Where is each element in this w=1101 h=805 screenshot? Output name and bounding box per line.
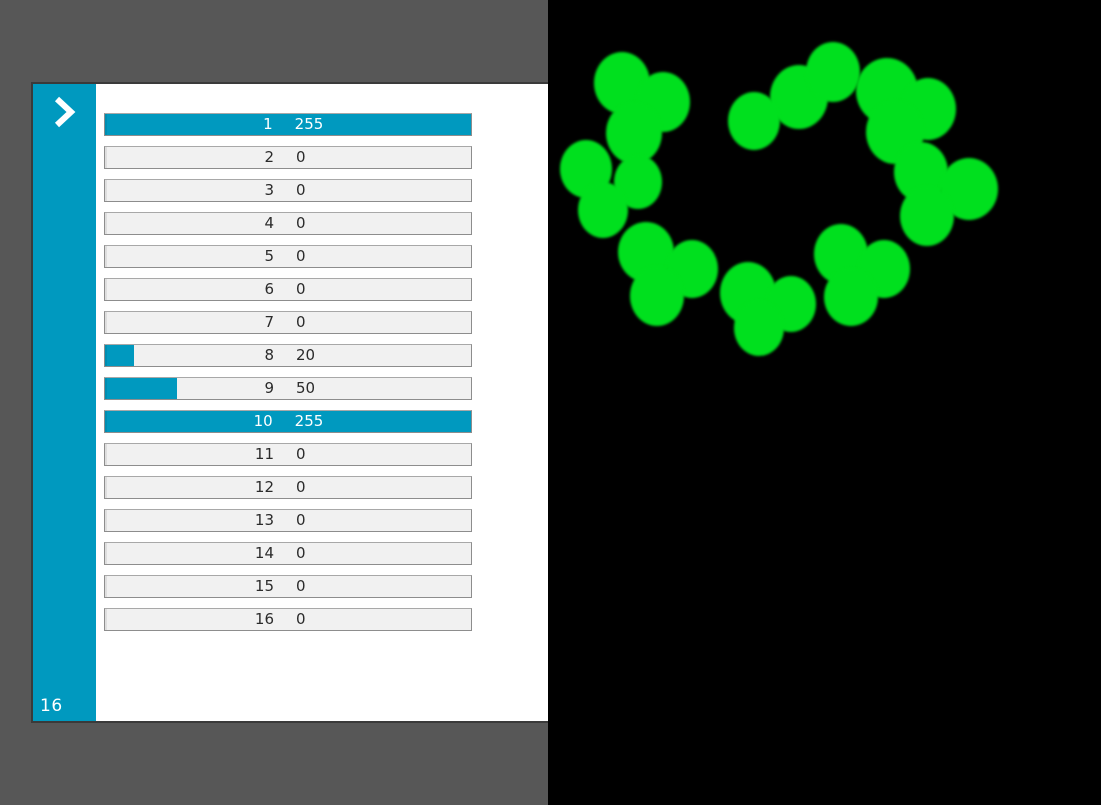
channel-value: 0 (296, 148, 306, 166)
channel-value: 0 (296, 610, 306, 628)
channel-index: 11 (254, 445, 274, 463)
channel-index: 1 (263, 115, 273, 133)
channel-index: 12 (254, 478, 274, 496)
channel-slider-row[interactable]: 11 0 (104, 443, 472, 466)
channel-index: 7 (264, 313, 274, 331)
panel-body: 1 255 2 0 3 0 4 0 5 0 6 0 7 0 8 20 9 50 10 255 11 0 12 0 13 0 14 0 1… (96, 84, 548, 721)
channel-count-label: 16 (40, 696, 63, 716)
channel-index: 4 (264, 214, 274, 232)
channel-value: 50 (296, 379, 316, 397)
channel-slider-row[interactable]: 8 20 (104, 344, 472, 367)
channel-index: 14 (254, 544, 274, 562)
channel-value: 0 (296, 214, 306, 232)
channel-slider-label: 11 0 (105, 444, 471, 465)
channel-index: 8 (264, 346, 274, 364)
channel-slider-label: 13 0 (105, 510, 471, 531)
channel-index: 3 (264, 181, 274, 199)
channel-slider-fill (105, 411, 471, 432)
channel-value: 255 (294, 412, 324, 430)
channel-slider-fill (105, 114, 471, 135)
channel-slider-row[interactable]: 12 0 (104, 476, 472, 499)
channel-value: 20 (296, 346, 316, 364)
channel-slider-label: 16 0 (105, 609, 471, 630)
particle-blob (824, 268, 878, 326)
channel-slider-label: 9 50 (105, 378, 471, 399)
channel-value: 0 (296, 478, 306, 496)
channel-slider-row[interactable]: 1 255 (104, 113, 472, 136)
channel-slider-row[interactable]: 15 0 (104, 575, 472, 598)
channel-index: 5 (264, 247, 274, 265)
channel-value: 0 (296, 544, 306, 562)
channel-index: 6 (264, 280, 274, 298)
channel-control-panel: 16 1 255 2 0 3 0 4 0 5 0 6 0 7 0 8 20 9 50 10 255 11 0 12 0 13 0 1… (31, 82, 548, 723)
channel-slider-row[interactable]: 10 255 (104, 410, 472, 433)
panel-sidebar: 16 (33, 84, 96, 721)
channel-value: 0 (296, 577, 306, 595)
channel-slider-label: 1 255 (105, 114, 471, 135)
channel-index: 9 (264, 379, 274, 397)
channel-slider-row[interactable]: 14 0 (104, 542, 472, 565)
particle-blob (578, 182, 628, 238)
channel-index: 2 (264, 148, 274, 166)
particle-blob (900, 186, 954, 246)
channel-index: 16 (254, 610, 274, 628)
simulation-viewport[interactable] (548, 0, 1101, 805)
channel-slider-fill (105, 378, 177, 399)
channel-value: 0 (296, 511, 306, 529)
channel-index: 10 (253, 412, 273, 430)
channel-value: 0 (296, 445, 306, 463)
channel-slider-list: 1 255 2 0 3 0 4 0 5 0 6 0 7 0 8 20 9 50 10 255 11 0 12 0 13 0 14 0 1… (104, 113, 472, 641)
particle-blob (630, 266, 684, 326)
particle-blob (728, 92, 780, 150)
channel-slider-row[interactable]: 13 0 (104, 509, 472, 532)
channel-value: 0 (296, 280, 306, 298)
channel-index: 13 (254, 511, 274, 529)
channel-slider-row[interactable]: 9 50 (104, 377, 472, 400)
channel-value: 0 (296, 181, 306, 199)
channel-index: 15 (254, 577, 274, 595)
channel-value: 0 (296, 313, 306, 331)
channel-slider-label: 8 20 (105, 345, 471, 366)
particle-blob (806, 42, 860, 102)
channel-slider-label: 15 0 (105, 576, 471, 597)
particle-blob (734, 300, 784, 356)
channel-slider-label: 12 0 (105, 477, 471, 498)
channel-slider-fill (105, 345, 134, 366)
channel-value: 0 (296, 247, 306, 265)
channel-slider-row[interactable]: 16 0 (104, 608, 472, 631)
channel-slider-label: 10 255 (105, 411, 471, 432)
channel-slider-label: 14 0 (105, 543, 471, 564)
chevron-right-icon[interactable] (33, 88, 96, 136)
channel-value: 255 (294, 115, 324, 133)
particle-blob (606, 102, 662, 164)
